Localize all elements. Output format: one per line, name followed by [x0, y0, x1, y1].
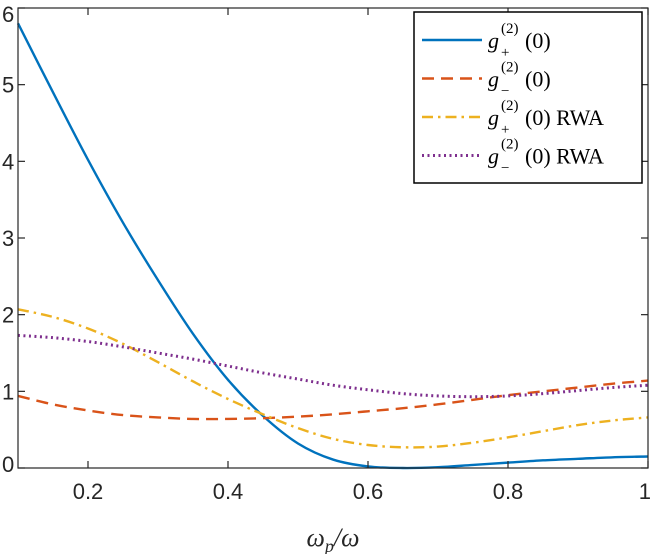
y-tick-label: 4 [2, 149, 14, 174]
x-axis-label-rest: /ω [332, 523, 360, 552]
y-tick-label: 6 [2, 2, 14, 27]
legend-label-4: g (2) − (0) RWA [488, 137, 604, 177]
series-line-1 [16, 22, 649, 470]
y-tick-label: 1 [2, 379, 14, 404]
x-tick-label: 0.4 [213, 479, 244, 504]
x-axis-label: ωp/ω [307, 523, 360, 554]
y-tick-label: 5 [2, 73, 14, 98]
x-tick-label: 0.8 [493, 479, 524, 504]
legend-label-3: g (2) + (0) RWA [488, 98, 604, 138]
series-line-2 [17, 379, 649, 421]
legend-label-1: g (2) + (0) [488, 21, 551, 61]
y-tick-label: 0 [2, 452, 14, 477]
x-tick-label: 0.6 [353, 479, 384, 504]
series-layer [16, 22, 649, 470]
x-axis-label-sub: p [323, 536, 334, 554]
y-tick-label: 2 [2, 303, 14, 328]
y-tick-label: 3 [2, 226, 14, 251]
x-axis-label-main: ω [307, 523, 325, 552]
series-line-3 [17, 308, 649, 449]
legend-label-2: g (2) − (0) [488, 60, 551, 100]
tick-layer: 0.2 0.4 0.6 0.8 1 0 1 2 3 4 5 6 [2, 2, 650, 504]
series-line-4 [17, 333, 649, 399]
x-tick-label: 1 [639, 479, 650, 504]
x-tick-label: 0.2 [73, 479, 104, 504]
